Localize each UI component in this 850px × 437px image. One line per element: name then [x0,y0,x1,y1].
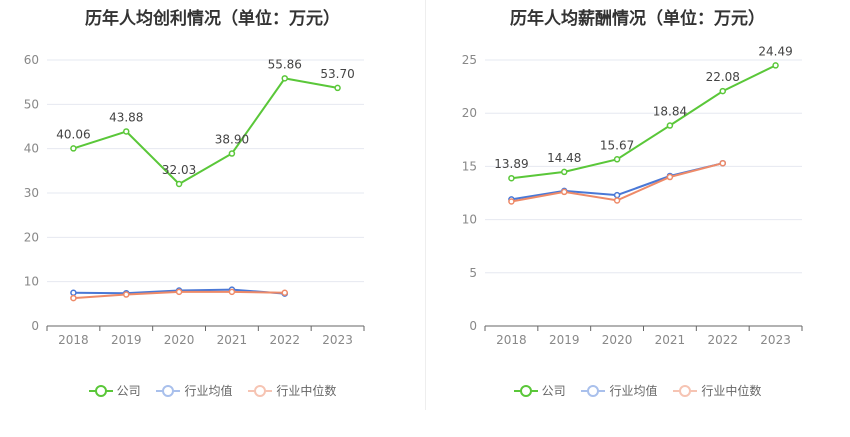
data-point-industry_median [228,288,236,296]
salary-chart-panel: 历年人均薪酬情况（单位：万元） 0 5 10 15 20 25 2018 2019 2020 20… [425,0,850,437]
legend-label: 公司 [116,384,141,398]
data-point-industry_avg [613,191,621,199]
x-tick-label: 2019 [111,333,142,347]
data-point-company [281,75,288,82]
legend-industry-avg-icon [581,384,606,397]
panel-divider [425,0,426,410]
x-tick-label: 2018 [496,333,527,347]
x-tick-label: 2023 [322,333,353,347]
y-tick-label: 0 [469,319,477,333]
legend-industry-median-icon [673,384,698,397]
data-label: 18.84 [653,105,687,119]
data-label: 24.49 [758,44,792,58]
data-point-company [508,174,515,182]
legend-industry-median-icon [248,384,273,397]
data-label: 38.90 [215,133,249,147]
legend-item-industry-median[interactable]: 行业中位数 [673,382,761,399]
data-label: 32.03 [162,163,196,177]
data-point-company [772,62,779,69]
y-tick-label: 60 [24,53,39,67]
data-point-industry_median [508,198,515,205]
data-point-company [334,84,341,92]
data-point-company [666,122,674,129]
data-point-industry_median [123,291,130,298]
y-tick-label: 5 [469,266,477,280]
data-point-company [719,87,726,95]
data-point-company [228,150,236,157]
data-label: 53.70 [320,67,354,81]
data-point-industry_median [175,288,183,296]
data-label: 15.67 [600,138,634,152]
data-point-industry_median [281,289,288,296]
legend-label: 行业均值 [609,384,658,398]
x-tick-label: 2020 [164,333,195,347]
y-tick-label: 10 [462,213,477,227]
chart-title: 历年人均创利情况（单位：万元） [85,9,340,29]
profit-line-chart: 0 10 20 30 40 50 60 2018 2019 2020 2021 2022 2023 40.… [24,53,365,347]
legend-industry-avg-icon [156,384,181,397]
y-tick-label: 20 [24,230,39,244]
data-point-company [123,128,130,135]
data-label: 22.08 [706,70,740,84]
legend-label: 行业中位数 [701,384,762,398]
y-tick-label: 10 [24,275,39,289]
data-label: 55.86 [268,57,302,71]
legend-item-company[interactable]: 公司 [88,382,141,399]
data-point-industry_median [666,173,674,181]
data-point-industry_median [719,159,726,167]
y-tick-label: 30 [24,186,39,200]
legend-item-industry-avg[interactable]: 行业均值 [581,382,658,399]
x-tick-label: 2023 [760,333,791,347]
chart-legend: 公司 行业均值 行业中位数 [0,382,425,399]
series-line-company [73,77,338,186]
x-tick-label: 2021 [655,333,686,347]
legend-label: 行业中位数 [276,384,337,398]
data-point-industry_median [70,294,77,302]
y-tick-label: 0 [31,319,39,333]
legend-item-industry-avg[interactable]: 行业均值 [156,382,233,399]
data-label: 40.06 [56,127,90,141]
data-point-industry_avg [70,289,77,296]
data-label: 43.88 [109,110,143,124]
data-point-industry_median [613,197,621,204]
series-line-company [511,64,777,180]
y-tick-label: 20 [462,106,477,120]
profit-chart-panel: 历年人均创利情况（单位：万元） 0 10 20 30 40 50 60 2018 2019 202… [0,9,425,399]
x-tick-label: 2022 [269,333,300,347]
x-tick-label: 2020 [602,333,633,347]
chart-legend: 公司 行业均值 行业中位数 [425,382,850,399]
x-tick-label: 2018 [58,333,89,347]
y-tick-label: 15 [462,159,477,173]
legend-item-company[interactable]: 公司 [513,382,566,399]
y-tick-label: 40 [24,142,39,156]
y-tick-label: 25 [462,53,477,67]
data-label: 13.89 [494,157,528,171]
legend-label: 公司 [541,384,566,398]
salary-line-chart: 0 5 10 15 20 25 2018 2019 2020 2021 2022 2023 13.89 1… [462,44,803,347]
legend-item-industry-median[interactable]: 行业中位数 [248,382,336,399]
data-point-company [561,168,568,176]
data-point-industry_median [561,188,568,196]
x-tick-label: 2021 [217,333,248,347]
data-point-company [70,145,77,152]
legend-label: 行业均值 [184,384,233,398]
data-point-company [613,156,621,163]
x-tick-label: 2019 [549,333,580,347]
data-point-company [175,180,183,188]
legend-company-icon [513,384,538,397]
legend-company-icon [88,384,113,397]
data-label: 14.48 [547,151,581,165]
chart-title: 历年人均薪酬情况（单位：万元） [510,9,765,29]
x-tick-label: 2022 [707,333,738,347]
y-tick-label: 50 [24,97,39,111]
